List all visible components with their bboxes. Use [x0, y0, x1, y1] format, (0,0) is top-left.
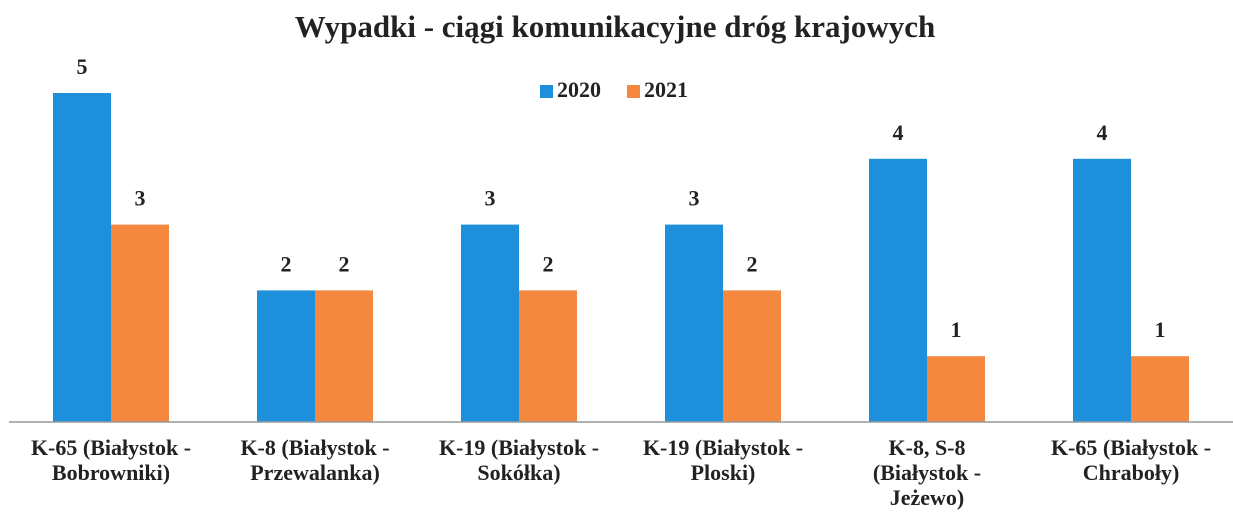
bar [257, 290, 315, 422]
x-tick-label: K-8 (Białystok - Przewalanka) [240, 435, 390, 485]
bar [869, 158, 927, 423]
x-tick-label: K-19 (Białystok - Ploski) [642, 435, 804, 485]
data-label: 2 [747, 251, 758, 276]
bar [723, 290, 781, 422]
bar [519, 290, 577, 422]
data-label: 5 [77, 54, 88, 79]
x-tick-label: K-8, S-8 (Białystok - Jeżewo) [872, 435, 982, 510]
x-tick-label: K-65 (Białystok - Chraboły) [1050, 435, 1212, 485]
data-label: 1 [951, 317, 962, 342]
data-label: 1 [1155, 317, 1166, 342]
data-label: 2 [339, 251, 350, 276]
bar [53, 93, 111, 422]
x-tick-label: K-19 (Białystok - Sokółka) [438, 435, 600, 485]
legend-label: 2020 [557, 77, 601, 102]
data-label: 4 [893, 120, 904, 145]
data-label: 3 [689, 186, 700, 211]
data-label: 2 [543, 251, 554, 276]
bar [665, 224, 723, 422]
bar [461, 224, 519, 422]
data-label: 2 [281, 251, 292, 276]
bar [1131, 356, 1189, 422]
bar [927, 356, 985, 422]
bar [111, 224, 169, 422]
bar [315, 290, 373, 422]
legend-swatch [627, 85, 640, 98]
data-label: 3 [485, 186, 496, 211]
data-label: 4 [1097, 120, 1108, 145]
legend-label: 2021 [644, 77, 688, 102]
legend-swatch [540, 85, 553, 98]
bar [1073, 158, 1131, 423]
data-label: 3 [135, 186, 146, 211]
x-tick-label: K-65 (Białystok - Bobrowniki) [30, 435, 192, 485]
chart-title: Wypadki - ciągi komunikacyjne dróg krajo… [295, 9, 935, 44]
